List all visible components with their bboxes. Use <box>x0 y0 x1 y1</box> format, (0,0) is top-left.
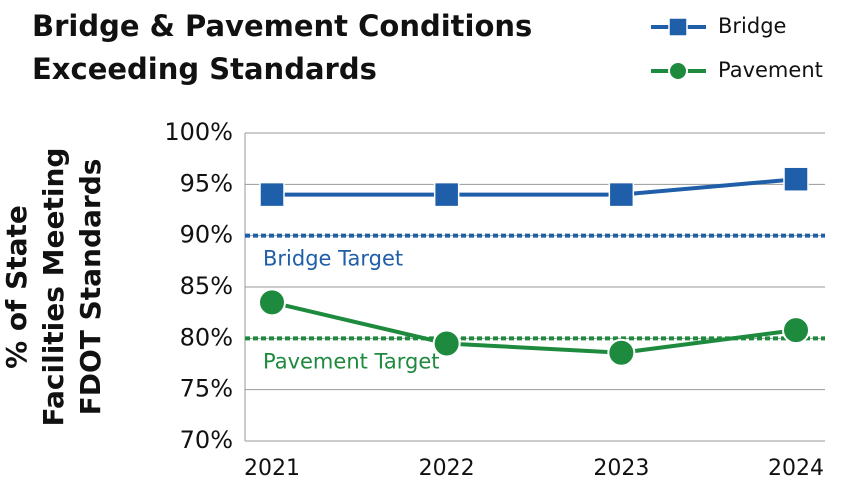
target-label: Bridge Target <box>263 247 403 271</box>
y-tick-label: 95% <box>180 169 233 197</box>
legend-marker <box>668 61 688 81</box>
chart-title: Exceeding Standards <box>32 52 377 86</box>
y-axis-label: % of State Facilities Meeting FDOT Standar… <box>0 148 107 427</box>
legend-label: Pavement <box>718 58 823 82</box>
legend-marker <box>668 17 688 37</box>
x-tick-label: 2023 <box>593 456 649 481</box>
data-point <box>782 316 810 345</box>
series-line <box>272 177 797 197</box>
y-tick-label: 75% <box>180 375 233 403</box>
data-point <box>608 181 635 208</box>
data-point <box>258 288 286 317</box>
y-tick-label: 70% <box>180 426 233 454</box>
y-axis-label-line: Facilities Meeting <box>37 148 70 427</box>
data-point <box>783 166 809 192</box>
y-tick-label: 100% <box>164 118 233 146</box>
data-point <box>259 181 285 208</box>
x-tick-label: 2021 <box>244 456 300 481</box>
chart-title: Bridge & Pavement Conditions <box>32 9 532 43</box>
legend-label: Bridge <box>718 14 786 38</box>
y-tick-label: 90% <box>180 221 233 249</box>
x-tick-label: 2022 <box>419 456 475 481</box>
x-tick-label: 2024 <box>768 456 824 481</box>
y-tick-label: 85% <box>180 272 233 300</box>
y-axis-label-line: % of State <box>0 205 33 369</box>
data-point <box>433 181 460 208</box>
series-line <box>271 300 797 355</box>
target-label: Pavement Target <box>263 349 440 373</box>
y-axis-label-line: FDOT Standards <box>74 159 107 416</box>
y-tick-label: 80% <box>180 323 233 351</box>
data-point <box>432 329 461 358</box>
data-point <box>607 338 636 367</box>
